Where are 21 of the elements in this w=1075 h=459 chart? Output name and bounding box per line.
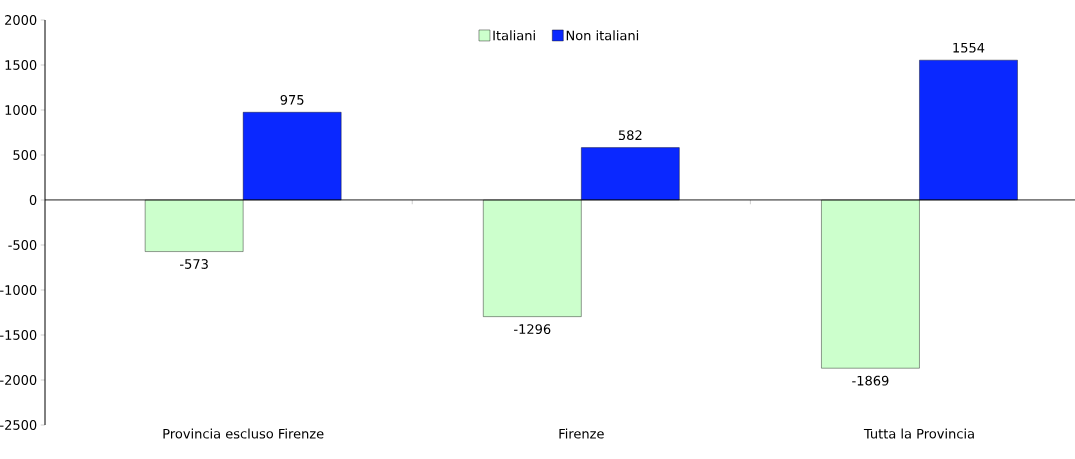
- y-tick-label: -2000: [0, 375, 37, 385]
- y-tick-label: 1000: [5, 105, 37, 115]
- data-label: 582: [618, 130, 642, 141]
- y-tick-label: -500: [8, 240, 37, 250]
- data-label: -1296: [514, 324, 551, 335]
- legend-label: Non italiani: [566, 30, 639, 41]
- y-tick-label: 500: [13, 150, 37, 160]
- y-tick-label: 1500: [5, 60, 37, 70]
- data-label: 975: [280, 94, 304, 105]
- data-label: 1554: [953, 42, 985, 53]
- data-label: -573: [180, 259, 208, 269]
- y-tick-label: -1500: [0, 330, 37, 340]
- x-tick-label: Tutta la Provincia: [863, 428, 974, 439]
- legend-label: Italiani: [493, 30, 535, 41]
- y-tick-label: -1000: [0, 285, 37, 295]
- x-tick-label: Provincia escluso Firenze: [163, 428, 324, 439]
- data-label: -1869: [852, 375, 889, 386]
- x-tick-label: Firenze: [559, 428, 604, 439]
- y-tick-label: 0: [29, 195, 37, 205]
- y-tick-label: 2000: [5, 15, 37, 25]
- y-tick-label: -2500: [0, 420, 37, 430]
